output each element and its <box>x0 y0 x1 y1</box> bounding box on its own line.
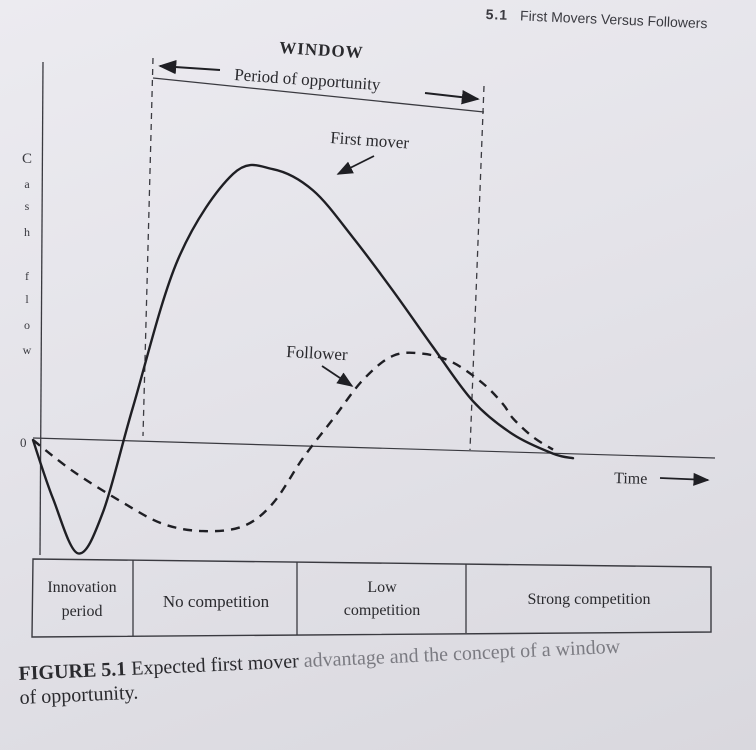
window-label: WINDOW <box>279 38 364 62</box>
period-label: Period of opportunity <box>234 65 382 94</box>
zero-label: 0 <box>20 435 27 450</box>
phases-table: Innovation period No competition Low com… <box>31 558 712 638</box>
x-axis-label: Time <box>614 470 648 488</box>
y-axis-letter: C <box>22 151 32 167</box>
phase-innovation-line2: period <box>62 603 103 620</box>
phase-no-competition: No competition <box>163 592 270 611</box>
window-start-line <box>142 57 154 437</box>
phases-table-border <box>31 558 712 638</box>
caption-text: Expected first mover <box>130 650 300 680</box>
y-axis-letter: w <box>23 343 32 357</box>
y-axis-letter: h <box>24 225 30 239</box>
series-line-first-mover <box>31 163 575 555</box>
y-axis-letter: f <box>25 269 29 283</box>
annotation-follower: Follower <box>286 342 349 364</box>
period-arrow-left-icon <box>158 59 221 75</box>
series-line-follower <box>32 351 554 533</box>
y-axis-letter: o <box>24 318 30 332</box>
y-axis-letter: l <box>25 292 29 306</box>
phase-strong-competition: Strong competition <box>527 591 650 608</box>
y-axis-letter: a <box>24 177 30 191</box>
annotation-first-mover: First mover <box>330 128 410 152</box>
caption-text-line2: of opportunity. <box>19 681 139 709</box>
period-arrow-right-icon <box>424 90 480 105</box>
window-end-line <box>469 85 485 451</box>
x-axis-line <box>32 437 716 459</box>
y-axis-line <box>39 61 44 556</box>
phase-low-competition-line2: competition <box>344 602 420 619</box>
phase-innovation-line1: Innovation <box>47 579 116 596</box>
first-mover-arrow-icon <box>336 155 375 175</box>
figure-number: FIGURE 5.1 <box>18 658 127 685</box>
follower-arrow-icon <box>321 365 354 387</box>
phase-low-competition-line1: Low <box>367 579 397 596</box>
y-axis-letter: s <box>25 199 30 213</box>
time-arrow-icon <box>659 472 710 486</box>
window-bracket-line <box>152 77 485 113</box>
